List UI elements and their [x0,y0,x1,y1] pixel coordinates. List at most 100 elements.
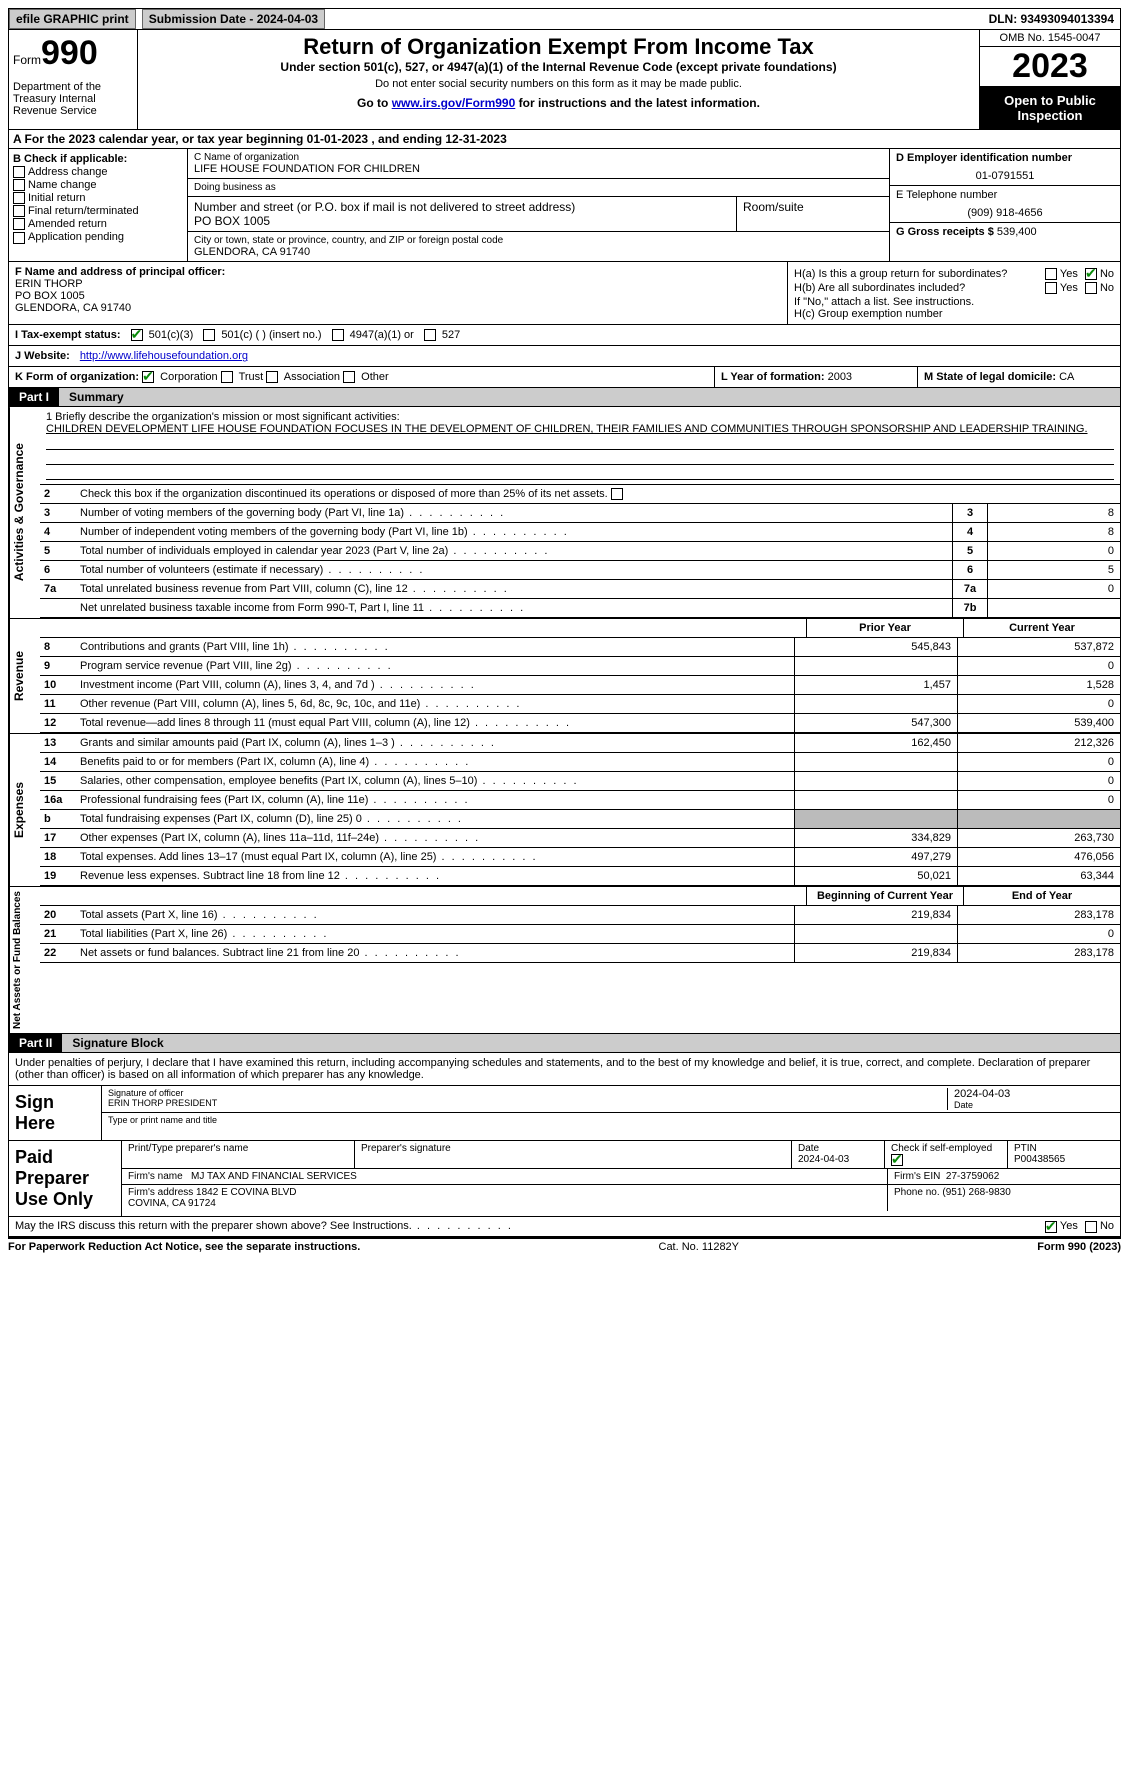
begin-year-hdr: Beginning of Current Year [806,887,963,905]
form-number: 990 [41,34,98,72]
officer-label: F Name and address of principal officer: [15,266,781,278]
ein-cell: D Employer identification number 01-0791… [890,149,1120,186]
org-name-label: C Name of organization [194,152,883,163]
form-word: Form [13,53,41,67]
dba-label: Doing business as [194,182,883,193]
chk-initial-return[interactable]: Initial return [13,192,183,204]
tax-year: 2023 [980,47,1120,87]
city-label: City or town, state or province, country… [194,235,883,246]
prior-year-hdr: Prior Year [806,619,963,637]
sig-officer-line: Signature of officerERIN THORP PRESIDENT… [102,1086,1120,1113]
phone-value: (909) 918-4656 [896,207,1114,219]
form-subtitle: Under section 501(c), 527, or 4947(a)(1)… [142,60,975,74]
data-line: 22Net assets or fund balances. Subtract … [40,944,1120,963]
officer-addr1: PO BOX 1005 [15,290,781,302]
chk-amended-return[interactable]: Amended return [13,218,183,230]
footer-left: For Paperwork Reduction Act Notice, see … [8,1241,360,1253]
part1-title: Summary [59,388,1120,406]
data-line: 8Contributions and grants (Part VIII, li… [40,638,1120,657]
box-b: B Check if applicable: Address change Na… [9,149,188,261]
ha-label: H(a) Is this a group return for subordin… [794,268,1007,280]
chk-address-change[interactable]: Address change [13,166,183,178]
top-bar: efile GRAPHIC print Submission Date - 20… [8,8,1121,30]
room-cell: Room/suite [737,197,889,231]
efile-button[interactable]: efile GRAPHIC print [9,9,136,29]
data-line: bTotal fundraising expenses (Part IX, co… [40,810,1120,829]
header-left: Form990 Department of the Treasury Inter… [9,30,138,129]
netassets-body: Beginning of Current Year End of Year 20… [40,887,1120,1033]
hc-line: H(c) Group exemption number [794,308,1114,320]
row-i-label: I Tax-exempt status: [15,329,121,341]
sign-here-label: Sign Here [9,1086,102,1140]
part2-title: Signature Block [62,1034,1120,1052]
header-center: Return of Organization Exempt From Incom… [138,30,979,129]
chk-4947[interactable]: 4947(a)(1) or [332,329,414,341]
part1-num: Part I [9,388,59,406]
data-line: 14Benefits paid to or for members (Part … [40,753,1120,772]
chk-name-change[interactable]: Name change [13,179,183,191]
form-note: Do not enter social security numbers on … [142,78,975,90]
chk-501c3[interactable]: 501(c)(3) [131,329,194,341]
ag-section: Activities & Governance 1 Briefly descri… [8,407,1121,619]
phone-cell: E Telephone number (909) 918-4656 [890,186,1120,223]
box-f: F Name and address of principal officer:… [9,262,787,324]
ha-yesno[interactable]: Yes No [1041,268,1114,280]
part1-header: Part I Summary [8,388,1121,407]
ein-value: 01-0791551 [896,170,1114,182]
summary-line: 7aTotal unrelated business revenue from … [40,580,1120,599]
website-link[interactable]: http://www.lifehousefoundation.org [80,350,248,362]
revenue-section: Revenue Prior Year Current Year 8Contrib… [8,619,1121,734]
data-line: 21Total liabilities (Part X, line 26)0 [40,925,1120,944]
submission-button[interactable]: Submission Date - 2024-04-03 [142,9,325,29]
footer: For Paperwork Reduction Act Notice, see … [8,1237,1121,1253]
prep-line-1: Print/Type preparer's name Preparer's si… [122,1141,1120,1169]
footer-mid: Cat. No. 11282Y [360,1241,1037,1253]
prep-line-3: Firm's address 1842 E COVINA BLVDCOVINA,… [122,1185,1120,1211]
box-m: M State of legal domicile: CA [917,367,1120,387]
prep-line-2: Firm's name MJ TAX AND FINANCIAL SERVICE… [122,1169,1120,1185]
gross-cell: G Gross receipts $ 539,400 [890,223,1120,241]
data-line: 20Total assets (Part X, line 16)219,8342… [40,906,1120,925]
mission-box: 1 Briefly describe the organization's mi… [40,407,1120,485]
end-year-hdr: End of Year [963,887,1120,905]
goto-suffix: for instructions and the latest informat… [515,96,760,110]
row-klm: K Form of organization: Corporation Trus… [8,367,1121,388]
street-label: Number and street (or P.O. box if mail i… [194,200,730,214]
netassets-section: Net Assets or Fund Balances Beginning of… [8,887,1121,1034]
data-line: 12Total revenue—add lines 8 through 11 (… [40,714,1120,733]
box-c: C Name of organization LIFE HOUSE FOUNDA… [188,149,889,261]
chk-discontinued[interactable] [611,488,623,500]
street-value: PO BOX 1005 [194,214,730,228]
phone-label: E Telephone number [896,189,1114,201]
chk-other[interactable]: Other [343,371,389,383]
part2-header: Part II Signature Block [8,1034,1121,1053]
discuss-text: May the IRS discuss this return with the… [15,1220,1041,1232]
footer-right: Form 990 (2023) [1037,1241,1121,1253]
chk-527[interactable]: 527 [424,329,460,341]
hb-yesno[interactable]: Yes No [1041,282,1114,294]
data-line: 13Grants and similar amounts paid (Part … [40,734,1120,753]
chk-trust[interactable]: Trust [221,371,264,383]
current-year-hdr: Current Year [963,619,1120,637]
omb-number: OMB No. 1545-0047 [980,30,1120,47]
row-i: I Tax-exempt status: 501(c)(3) 501(c) ( … [8,325,1121,346]
hb-label: H(b) Are all subordinates included? [794,282,965,294]
chk-self-employed[interactable] [891,1154,903,1166]
chk-association[interactable]: Association [266,371,340,383]
ag-body: 1 Briefly describe the organization's mi… [40,407,1120,618]
summary-line: 5Total number of individuals employed in… [40,542,1120,561]
goto-link[interactable]: www.irs.gov/Form990 [392,96,516,110]
discuss-yesno[interactable]: Yes No [1041,1220,1114,1232]
signature-block: Under penalties of perjury, I declare th… [8,1053,1121,1217]
chk-final-return[interactable]: Final return/terminated [13,205,183,217]
summary-line: Net unrelated business taxable income fr… [40,599,1120,618]
data-line: 16aProfessional fundraising fees (Part I… [40,791,1120,810]
chk-application-pending[interactable]: Application pending [13,231,183,243]
org-name: LIFE HOUSE FOUNDATION FOR CHILDREN [194,163,883,175]
data-line: 19Revenue less expenses. Subtract line 1… [40,867,1120,886]
irs-discuss-row: May the IRS discuss this return with the… [8,1217,1121,1236]
chk-501c[interactable]: 501(c) ( ) (insert no.) [203,329,321,341]
org-name-cell: C Name of organization LIFE HOUSE FOUNDA… [188,149,889,179]
chk-corporation[interactable]: Corporation [142,371,218,383]
netassets-tab: Net Assets or Fund Balances [9,887,40,1033]
